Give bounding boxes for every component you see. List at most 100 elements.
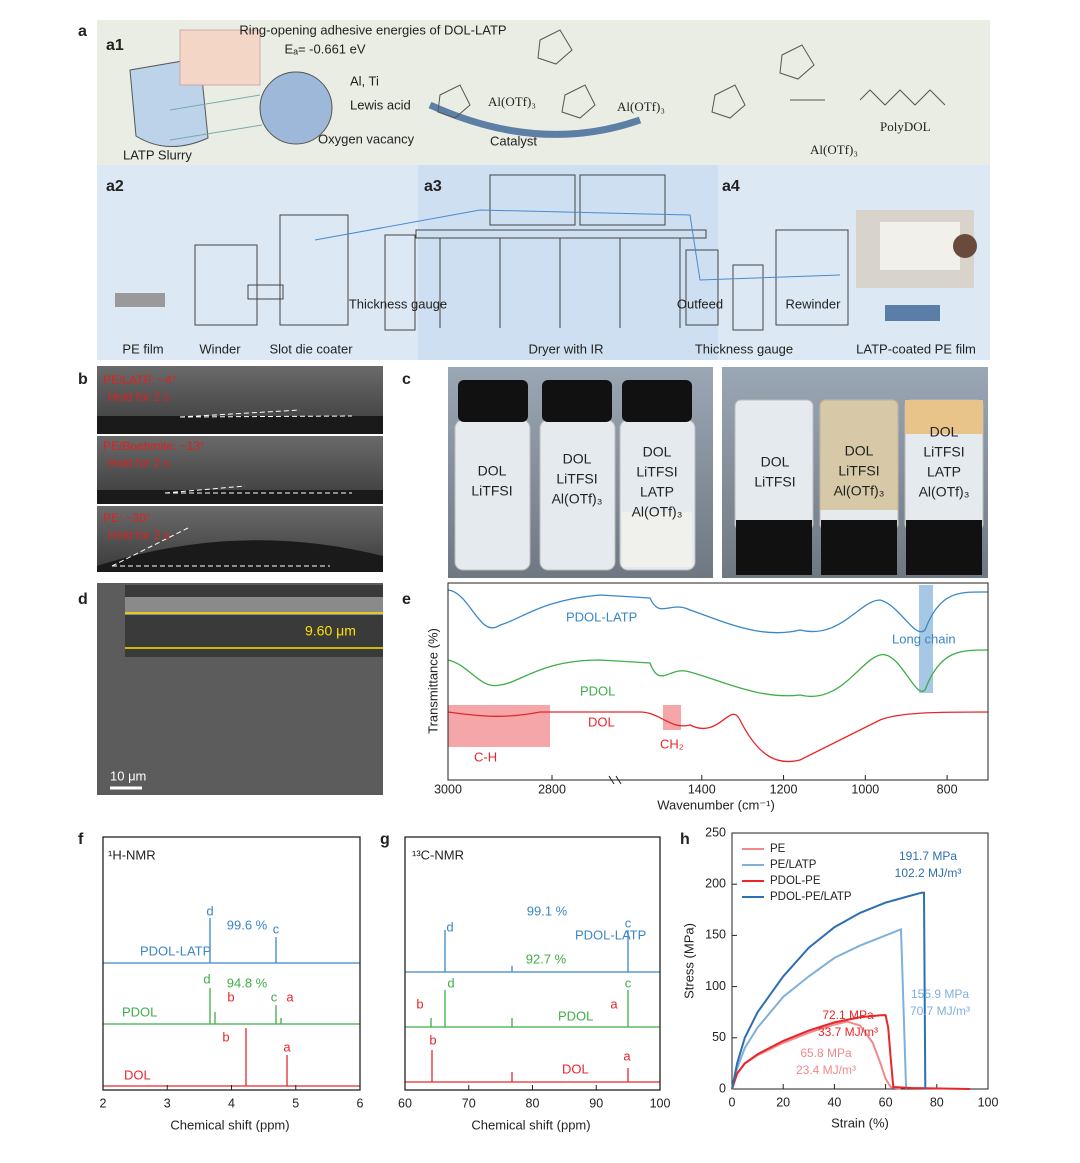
- panel-label: c: [402, 371, 411, 388]
- x-tick-label: 1200: [770, 782, 798, 796]
- x-tick-label: 3: [164, 1096, 171, 1110]
- peak-label: a: [283, 1039, 291, 1054]
- annotation: 155.9 MPa: [911, 987, 969, 1001]
- chem-label: PolyDOL: [880, 119, 931, 134]
- y-axis-label: Stress (MPa): [681, 923, 696, 999]
- vial-label: DOL: [845, 443, 874, 459]
- annotation: C-H: [474, 749, 497, 764]
- x-tick-label: 1000: [851, 782, 879, 796]
- y-tick-label: 150: [705, 928, 726, 942]
- trace-label: PDOL: [558, 1008, 593, 1023]
- x-axis-label: Wavenumber (cm⁻¹): [657, 797, 775, 812]
- process-label: Thickness gauge: [349, 296, 447, 311]
- peak-label: b: [429, 1032, 436, 1047]
- x-tick-label: 0: [729, 1095, 736, 1109]
- panel-label: a1: [106, 37, 124, 54]
- x-tick-label: 1400: [688, 782, 716, 796]
- x-tick-label: 100: [650, 1096, 671, 1110]
- stress-curve: [731, 1014, 971, 1090]
- hold-label: Hold for 2 s: [108, 390, 169, 404]
- peak-label: a: [286, 989, 294, 1004]
- annotation: 23.4 MJ/m³: [796, 1063, 856, 1077]
- vial-label: LATP: [640, 484, 674, 500]
- angle-label: PE: ~30°: [103, 511, 151, 525]
- y-tick-label: 250: [705, 825, 726, 839]
- x-tick-label: 90: [589, 1096, 603, 1110]
- method-label: ¹H-NMR: [108, 847, 156, 862]
- angle-label: PE/Boehmite: ~13°: [103, 439, 205, 453]
- trace-label: DOL: [562, 1061, 589, 1076]
- trace-label: DOL: [124, 1067, 151, 1082]
- trace-label: DOL: [588, 714, 615, 729]
- annotation: 70.7 MJ/m³: [910, 1004, 970, 1018]
- legend-label: PDOL-PE: [770, 875, 821, 887]
- vial-label: LiTFSI: [923, 444, 964, 460]
- peak-label: d: [206, 903, 213, 918]
- x-axis-label: Chemical shift (ppm): [170, 1117, 289, 1132]
- a1-label: Catalyst: [490, 133, 537, 148]
- peak-label: d: [203, 971, 210, 986]
- legend-label: PE: [770, 843, 786, 855]
- vial-label: Al(OTf)₃: [834, 483, 885, 499]
- x-tick-label: 3000: [434, 782, 462, 796]
- stress-curve: [731, 891, 927, 1090]
- y-tick-label: 200: [705, 876, 726, 890]
- peak-label: a: [610, 996, 618, 1011]
- hold-label: Hold for 2 s: [108, 528, 169, 542]
- x-tick-label: 40: [827, 1095, 841, 1109]
- vial-label: LiTFSI: [556, 471, 597, 487]
- peak-label: b: [227, 989, 234, 1004]
- vial-label: Al(OTf)₃: [632, 504, 683, 520]
- peak-label: b: [416, 996, 423, 1011]
- vial-label: Al(OTf)₃: [919, 484, 970, 500]
- y-tick-label: 0: [719, 1081, 726, 1095]
- x-tick-label: 100: [978, 1095, 999, 1109]
- peak-label: a: [623, 1048, 631, 1063]
- trace-label: PDOL-LATP: [575, 927, 646, 942]
- stress-curve: [731, 928, 908, 1090]
- annotation: 33.7 MJ/m³: [818, 1025, 878, 1039]
- hold-label: Hold for 2 s: [108, 456, 169, 470]
- angle-label: PE/LATP: ~4°: [103, 373, 177, 387]
- a1-label: LATP Slurry: [123, 147, 192, 162]
- ratio: 99.6 %: [227, 917, 268, 932]
- vial-label: LiTFSI: [636, 464, 677, 480]
- annotation: 72.1 MPa: [822, 1008, 874, 1022]
- process-label: Outfeed: [677, 296, 723, 311]
- x-tick-label: 60: [879, 1095, 893, 1109]
- annotation: 191.7 MPa: [899, 849, 957, 863]
- vial-label: DOL: [478, 463, 507, 479]
- vial-label: DOL: [930, 424, 959, 440]
- vial-label: Al(OTf)₃: [552, 491, 603, 507]
- process-label: Winder: [199, 341, 241, 356]
- trace-label: PDOL-LATP: [566, 609, 637, 624]
- plot-frame: [731, 832, 989, 1090]
- process-label: LATP-coated PE film: [856, 341, 976, 356]
- nmr-spectra: [102, 836, 661, 1091]
- e-ticks: 3000 2800 1400 1200 1000 800: [434, 775, 958, 796]
- ratio: 92.7 %: [526, 951, 567, 966]
- a-drawings: [115, 29, 977, 331]
- peak-label: c: [625, 975, 632, 990]
- thickness-label: 9.60 μm: [305, 623, 356, 639]
- ratio: 99.1 %: [527, 903, 568, 918]
- peak-label: d: [447, 975, 454, 990]
- a1-label: Oxygen vacancy: [318, 131, 415, 146]
- a3-bg: [418, 165, 718, 360]
- chem-label: Al(OTf)₃: [488, 94, 536, 109]
- vial-photos: [448, 367, 988, 578]
- peak-label: c: [273, 921, 280, 936]
- stress-strain-plot: 0 20 40 60 80 100 0 50 100 150 200 250 PE PE/LATP PDOL…: [705, 825, 998, 1109]
- x-tick-label: 80: [526, 1096, 540, 1110]
- annotation: 102.2 MJ/m³: [895, 866, 962, 880]
- a1-label: Lewis acid: [350, 97, 411, 112]
- panel-label: a3: [424, 178, 442, 195]
- vial-label: LiTFSI: [471, 483, 512, 499]
- x-tick-label: 80: [930, 1095, 944, 1109]
- peak-label: c: [625, 915, 632, 930]
- x-tick-label: 4: [228, 1096, 235, 1110]
- annotation: CH₂: [660, 736, 684, 751]
- chem-label: Al(OTf)₃: [810, 142, 858, 157]
